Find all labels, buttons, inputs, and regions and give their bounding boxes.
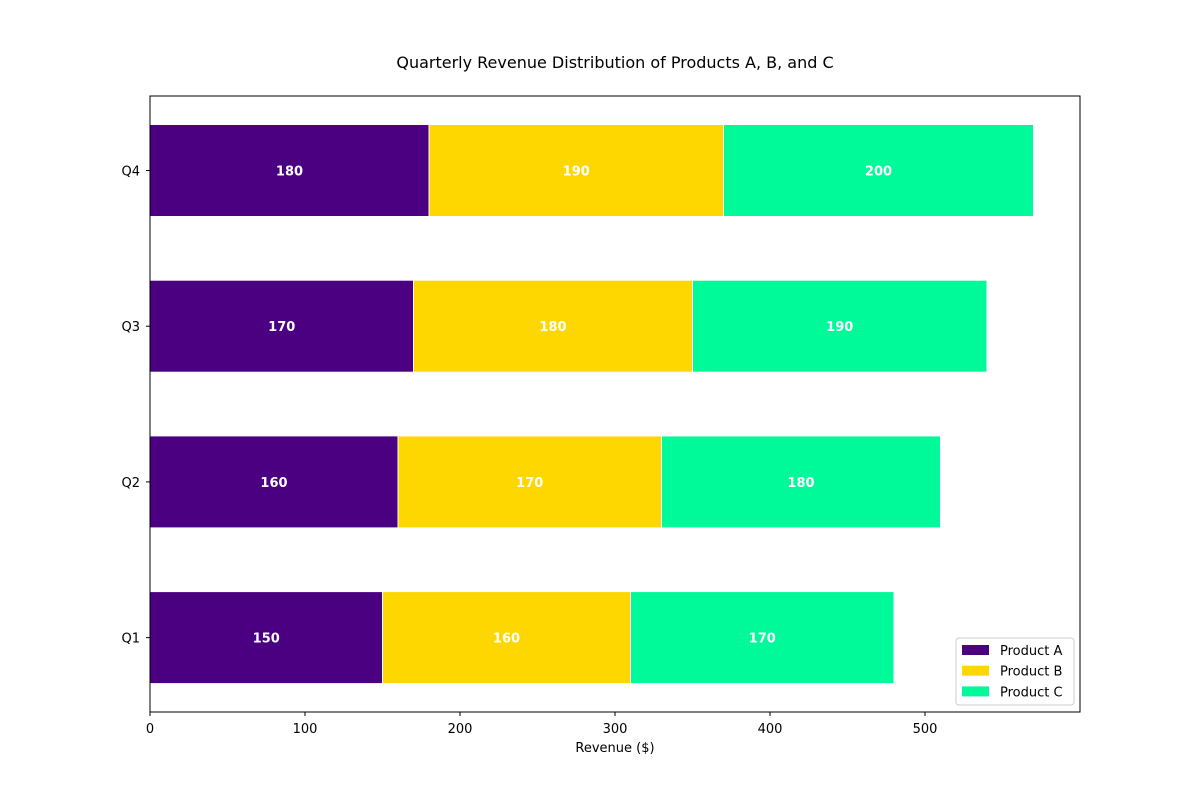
bar-value-label: 180 xyxy=(787,476,814,491)
x-axis: 0 100 200 300 400 500 xyxy=(146,712,938,737)
bar-value-label: 170 xyxy=(749,632,776,647)
bars-layer xyxy=(149,124,1034,685)
bar-q1-product-b xyxy=(382,591,631,685)
bar-q3-product-c xyxy=(692,279,988,373)
bar-value-label: 170 xyxy=(268,320,295,335)
bar-q2-product-a xyxy=(149,435,399,529)
bar-value-label: 150 xyxy=(253,632,280,647)
bar-value-label: 190 xyxy=(563,165,590,180)
bar-value-label: 200 xyxy=(865,165,892,180)
y-tick-label: Q1 xyxy=(121,632,140,647)
bar-value-label: 180 xyxy=(539,320,566,335)
bar-q4-product-a xyxy=(149,124,430,217)
bar-labels-layer: 150 160 170 160 170 180 170 180 190 180 190 200 xyxy=(253,165,892,647)
bar-q4-product-c xyxy=(723,124,1034,217)
y-axis: Q1 Q2 Q3 Q4 xyxy=(121,165,150,647)
bar-q2-product-b xyxy=(397,435,662,529)
bar-value-label: 160 xyxy=(260,476,287,491)
y-tick-label: Q2 xyxy=(121,476,140,491)
x-tick-label: 200 xyxy=(448,722,473,737)
x-tick-label: 100 xyxy=(293,722,318,737)
bar-q2-product-c xyxy=(661,435,941,529)
bar-value-label: 170 xyxy=(516,476,543,491)
legend-swatch xyxy=(962,645,989,655)
bar-q1-product-a xyxy=(149,591,383,685)
chart-title: Quarterly Revenue Distribution of Produc… xyxy=(396,53,833,72)
bar-q1-product-c xyxy=(630,591,895,685)
x-axis-label: Revenue ($) xyxy=(575,741,654,756)
bar-value-label: 180 xyxy=(276,165,303,180)
x-tick-label: 0 xyxy=(146,722,154,737)
legend-label: Product A xyxy=(1000,644,1062,659)
legend-label: Product C xyxy=(1000,685,1063,700)
legend: Product A Product B Product C xyxy=(955,637,1075,706)
y-tick-label: Q3 xyxy=(121,320,140,335)
legend-swatch xyxy=(962,686,989,697)
legend-swatch xyxy=(962,665,989,676)
legend-label: Product B xyxy=(1000,665,1062,680)
bar-value-label: 160 xyxy=(493,632,520,647)
y-tick-label: Q4 xyxy=(121,165,140,180)
x-tick-label: 500 xyxy=(913,722,938,737)
x-tick-label: 300 xyxy=(603,722,628,737)
x-tick-label: 400 xyxy=(758,722,783,737)
bar-value-label: 190 xyxy=(826,320,853,335)
bar-q3-product-a xyxy=(149,279,414,373)
bar-q3-product-b xyxy=(413,279,693,373)
